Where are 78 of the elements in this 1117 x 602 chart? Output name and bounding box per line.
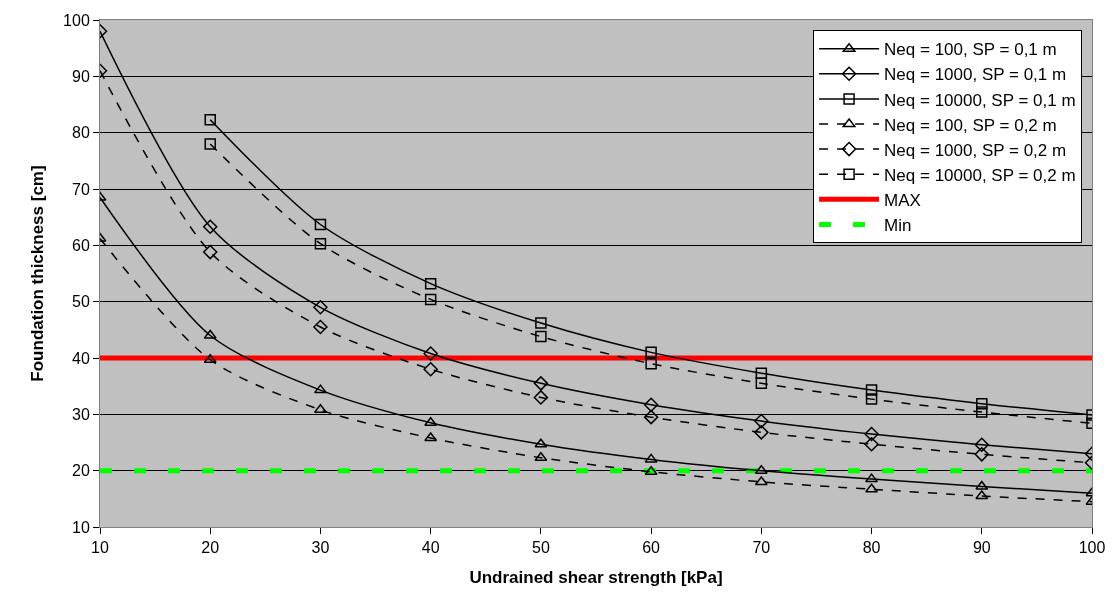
- point: [534, 438, 548, 448]
- point: [424, 277, 437, 290]
- y-tick-label: 90: [72, 67, 90, 85]
- legend-label: Neq = 100, SP = 0,1 m: [884, 40, 1057, 60]
- point: [424, 432, 438, 442]
- point: [534, 451, 548, 461]
- point: [864, 436, 879, 452]
- y-axis-title: Foundation thickness [cm]: [27, 165, 47, 382]
- y-tick-label: 50: [72, 293, 90, 311]
- x-tick-label: 50: [531, 539, 550, 557]
- y-tick-label: 30: [72, 405, 90, 423]
- point: [643, 397, 659, 413]
- point: [754, 476, 768, 486]
- y-tick-label: 40: [72, 349, 90, 367]
- point: [203, 329, 217, 339]
- x-tick-label: 60: [642, 539, 661, 557]
- point: [313, 404, 327, 414]
- x-tick-label: 100: [1078, 539, 1106, 557]
- x-tick-label: 10: [91, 539, 109, 557]
- point: [974, 447, 990, 462]
- point: [313, 300, 328, 315]
- legend-label: Neq = 10000, SP = 0,1 m: [884, 90, 1076, 110]
- y-tick-label: 80: [72, 124, 90, 142]
- point: [423, 362, 438, 377]
- point: [203, 353, 217, 363]
- point: [314, 237, 327, 250]
- x-tick-label: 30: [311, 539, 330, 557]
- point: [865, 473, 879, 483]
- point: [755, 377, 768, 390]
- point: [644, 466, 658, 476]
- point: [754, 464, 768, 474]
- y-tick-label: 100: [63, 11, 90, 29]
- point: [975, 480, 989, 490]
- point: [533, 376, 549, 391]
- point: [204, 138, 216, 150]
- point: [974, 437, 990, 452]
- y-tick-label: 60: [72, 236, 90, 254]
- legend-label: Neq = 10000, SP = 0,2 m: [884, 165, 1076, 185]
- point: [535, 330, 547, 343]
- point: [202, 244, 218, 260]
- legend-label: Neq = 1000, SP = 0,1 m: [884, 65, 1067, 85]
- x-tick-label: 90: [972, 539, 991, 557]
- point: [865, 384, 878, 396]
- point: [975, 490, 989, 500]
- point: [865, 393, 878, 405]
- point: [754, 425, 769, 440]
- point: [645, 346, 657, 359]
- x-tick-label: 20: [201, 539, 220, 557]
- x-tick-label: 70: [752, 539, 771, 557]
- x-tick-label: 40: [421, 539, 440, 557]
- legend-label: Neq = 1000, SP = 0,2 m: [884, 140, 1067, 160]
- point: [976, 397, 988, 410]
- point: [202, 219, 218, 234]
- point: [643, 409, 659, 425]
- y-tick-label: 10: [72, 518, 90, 536]
- point: [535, 317, 547, 329]
- point: [644, 453, 658, 463]
- point: [313, 319, 328, 335]
- point: [424, 293, 437, 306]
- point: [976, 406, 988, 418]
- point: [313, 384, 327, 394]
- legend-label: Min: [884, 216, 912, 236]
- point: [755, 367, 768, 379]
- y-tick-label: 70: [72, 180, 90, 198]
- point: [754, 413, 769, 429]
- x-tick-label: 80: [862, 539, 881, 557]
- point: [424, 417, 438, 427]
- point: [533, 390, 549, 405]
- legend-label: Neq = 100, SP = 0,2 m: [884, 115, 1057, 135]
- legend-label: MAX: [884, 190, 921, 210]
- point: [314, 218, 327, 231]
- point: [423, 346, 438, 361]
- point: [645, 357, 657, 370]
- y-tick-label: 20: [72, 462, 90, 480]
- x-axis-title: Undrained shear strength [kPa]: [469, 567, 723, 587]
- point: [204, 113, 216, 126]
- point: [864, 426, 879, 442]
- point: [865, 483, 879, 493]
